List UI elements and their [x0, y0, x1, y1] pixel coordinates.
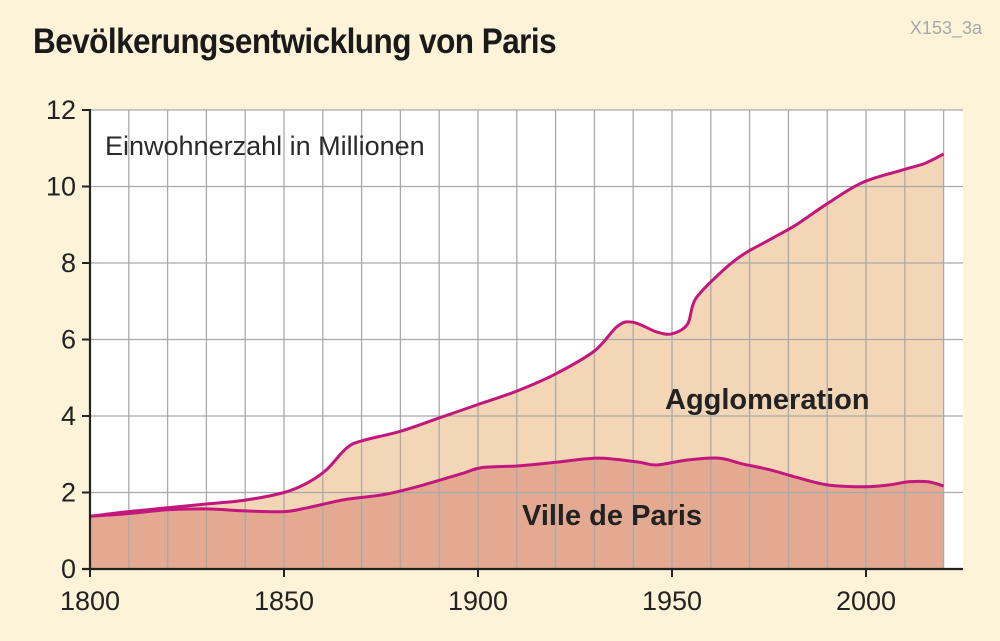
y-tick-label: 0 — [61, 554, 76, 584]
chart-title: Bevölkerungsentwicklung von Paris — [33, 22, 557, 61]
x-tick-label: 2000 — [836, 586, 896, 616]
x-tick-label: 1800 — [60, 586, 120, 616]
y-tick-label: 2 — [61, 478, 76, 508]
y-tick-label: 4 — [61, 401, 76, 431]
agglomeration-label: Agglomeration — [665, 384, 870, 416]
y-tick-label: 12 — [46, 95, 76, 125]
agglomeration-line — [89, 152, 945, 518]
tick-labels: 0 2 4 6 8 10 12 1800 1850 1900 1950 2000 — [46, 95, 896, 616]
x-tick-label: 1850 — [254, 586, 314, 616]
x-tick-label: 1950 — [642, 586, 702, 616]
ville-de-paris-label: Ville de Paris — [522, 500, 702, 532]
y-tick-label: 6 — [61, 325, 76, 355]
unit-label: Einwohnerzahl in Millionen — [105, 131, 425, 161]
axes — [82, 109, 963, 577]
y-tick-label: 10 — [46, 172, 76, 202]
figure-code: X153_3a — [909, 18, 982, 38]
ville-de-paris-line — [89, 456, 945, 518]
grid — [90, 109, 963, 569]
x-tick-label: 1900 — [448, 586, 508, 616]
y-tick-label: 8 — [61, 248, 76, 278]
